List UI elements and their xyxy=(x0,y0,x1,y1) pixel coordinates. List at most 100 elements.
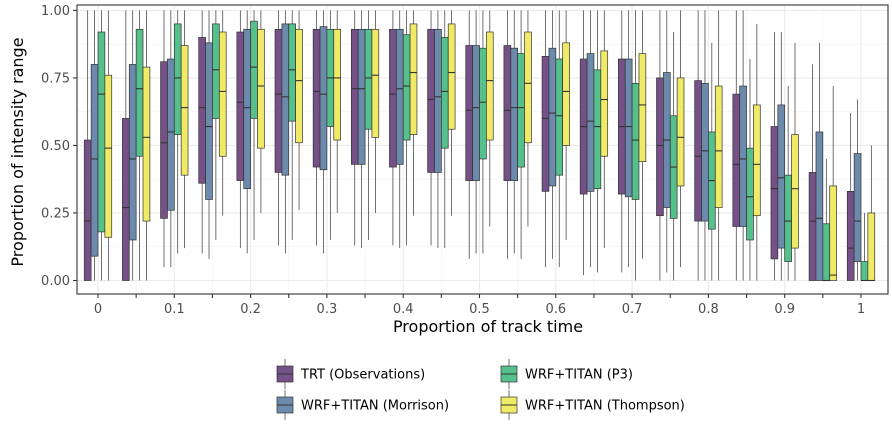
box-2-20 xyxy=(860,212,869,282)
box-body xyxy=(97,31,106,233)
box-body xyxy=(784,174,792,262)
box-body xyxy=(142,66,151,222)
box-body xyxy=(364,28,373,130)
box-body xyxy=(867,212,876,281)
box-body xyxy=(128,64,137,241)
box-body xyxy=(243,28,251,190)
box-body xyxy=(853,153,862,262)
x-tick-label: 0.6 xyxy=(545,302,566,317)
box-3-13 xyxy=(600,10,609,249)
box-3-7 xyxy=(371,10,380,213)
box-body xyxy=(465,45,473,181)
x-tick-label: 0.9 xyxy=(774,302,795,317)
box-body xyxy=(441,37,449,149)
box-3-6 xyxy=(333,10,341,213)
box-body xyxy=(122,118,130,281)
box-3-18 xyxy=(791,42,799,281)
box-body xyxy=(389,28,397,168)
y-tick-label: 0.00 xyxy=(41,274,70,289)
legend: TRT (Observations) WRF+TITAN (Morrison) WR… xyxy=(276,359,685,420)
box-body xyxy=(770,126,779,260)
box-body xyxy=(701,82,709,222)
box-body xyxy=(808,172,817,281)
y-axis-title: Proportion of intensity range xyxy=(8,37,27,266)
box-body xyxy=(714,85,723,208)
box-body xyxy=(829,185,837,281)
x-tick-label: 0.8 xyxy=(698,302,719,317)
box-3-17 xyxy=(753,23,761,281)
legend-item: WRF+TITAN (P3) xyxy=(500,359,633,389)
box-body xyxy=(624,58,633,198)
box-body xyxy=(312,28,321,168)
box-2-4 xyxy=(250,10,258,240)
legend-item: WRF+TITAN (Morrison) xyxy=(276,390,449,420)
box-body xyxy=(510,47,518,181)
box-body xyxy=(517,53,525,168)
x-tick-label: 0.5 xyxy=(469,302,490,317)
box-3-20 xyxy=(867,145,876,282)
legend-item: TRT (Observations) xyxy=(276,359,425,389)
legend-label: TRT (Observations) xyxy=(300,368,425,383)
legend-label: WRF+TITAN (Thompson) xyxy=(525,399,685,414)
box-body xyxy=(212,23,220,119)
box-body xyxy=(846,191,855,281)
box-body xyxy=(198,37,206,184)
box-body xyxy=(90,64,99,257)
box-3-14 xyxy=(638,10,647,259)
y-tick-label: 0.75 xyxy=(41,71,70,86)
box-body xyxy=(777,104,786,249)
box-3-5 xyxy=(295,10,303,211)
box-3-16 xyxy=(714,10,723,281)
box-body xyxy=(205,42,213,200)
box-1-13 xyxy=(586,10,595,267)
box-body xyxy=(281,23,290,176)
box-body xyxy=(319,26,328,171)
x-tick-label: 0.3 xyxy=(317,302,338,317)
box-body xyxy=(409,23,418,135)
box-body xyxy=(218,31,227,157)
box-body xyxy=(371,28,380,138)
y-tick-label: 0.50 xyxy=(41,139,70,154)
box-body xyxy=(167,58,175,211)
box-body xyxy=(135,28,144,157)
box-3-15 xyxy=(676,10,685,267)
box-body xyxy=(350,28,359,165)
box-3-3 xyxy=(218,10,227,216)
box-body xyxy=(180,45,189,176)
box-body xyxy=(732,93,741,227)
box-body xyxy=(739,85,747,227)
box-body xyxy=(593,69,602,190)
box-body xyxy=(586,53,595,192)
box-body xyxy=(295,28,303,144)
box-3-4 xyxy=(257,10,265,213)
box-body xyxy=(815,131,824,281)
box-body xyxy=(472,45,480,181)
box-body xyxy=(555,58,564,176)
box-body xyxy=(631,82,640,200)
x-axis-title: Proportion of track time xyxy=(393,317,583,336)
box-3-19 xyxy=(829,86,837,281)
box-body xyxy=(524,31,532,144)
legend-label: WRF+TITAN (Morrison) xyxy=(301,399,449,414)
x-tick-label: 0.7 xyxy=(622,302,643,317)
box-1-2 xyxy=(167,10,175,267)
box-body xyxy=(257,28,265,149)
box-3-8 xyxy=(409,10,418,216)
box-body xyxy=(479,47,487,160)
box-3-9 xyxy=(447,10,456,216)
box-1-3 xyxy=(205,10,213,259)
x-tick-label: 1 xyxy=(857,302,865,317)
box-body xyxy=(274,28,283,173)
plot-border xyxy=(76,4,889,295)
box-body xyxy=(562,42,570,146)
box-0-15 xyxy=(656,10,664,281)
box-body xyxy=(447,23,456,130)
box-body xyxy=(656,77,664,217)
box-body xyxy=(541,55,550,192)
box-body xyxy=(860,261,869,281)
box-3-12 xyxy=(562,10,570,240)
box-body xyxy=(173,23,182,135)
box-2-13 xyxy=(593,10,602,273)
box-3-10 xyxy=(486,10,494,227)
